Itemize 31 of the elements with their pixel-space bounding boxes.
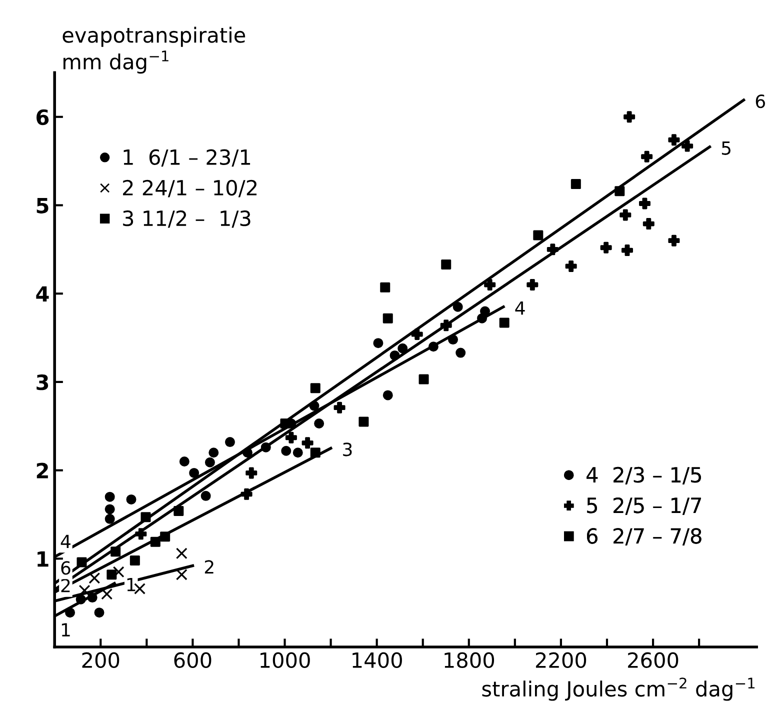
legend-label: 2 24/1 – 10/2	[123, 180, 257, 198]
y-tick-label: 5	[36, 198, 48, 214]
annotation: 6	[61, 561, 70, 575]
y-tick-label: 2	[36, 462, 48, 478]
x-tick-label: 1000	[260, 652, 310, 668]
legend-label: 3 11/2 – 1/3	[123, 210, 250, 228]
annotation: 1	[62, 623, 70, 636]
x-tick-label: 2600	[628, 652, 678, 668]
x-tick-label: 600	[174, 652, 212, 668]
x-axis-title: straling Joules cm$^{−2}$ dag$^{−1}$	[482, 678, 755, 701]
y-tick-label: 4	[36, 286, 49, 302]
legend-label: 4 2/3 – 1/5	[586, 466, 701, 484]
legend-label: 5 2/5 – 1/7	[587, 498, 701, 515]
legend-label: 1 6/1 – 23/1	[124, 149, 250, 167]
y-tick-label: 1	[38, 551, 48, 567]
y-axis-title: evapotranspiratie mm dag$^{−1}$	[62, 26, 246, 74]
y-tick-label: 6	[36, 109, 49, 126]
x-tick-label: 1800	[444, 652, 494, 668]
x-tick-label: 2200	[536, 652, 586, 668]
annotation: 5	[722, 142, 730, 155]
annotation: 1	[127, 578, 136, 592]
annotation: 3	[343, 442, 352, 456]
x-tick-label: 200	[82, 652, 120, 668]
annotation: 4	[60, 534, 70, 548]
annotation: 2	[61, 578, 70, 592]
annotation: 2	[204, 560, 214, 574]
x-tick-label: 1400	[352, 652, 402, 668]
legend-label: 6 2/7 – 7/8	[586, 528, 702, 546]
y-tick-label: 3	[36, 374, 48, 390]
annotation: 6	[756, 94, 765, 108]
annotation: 4	[515, 301, 525, 315]
